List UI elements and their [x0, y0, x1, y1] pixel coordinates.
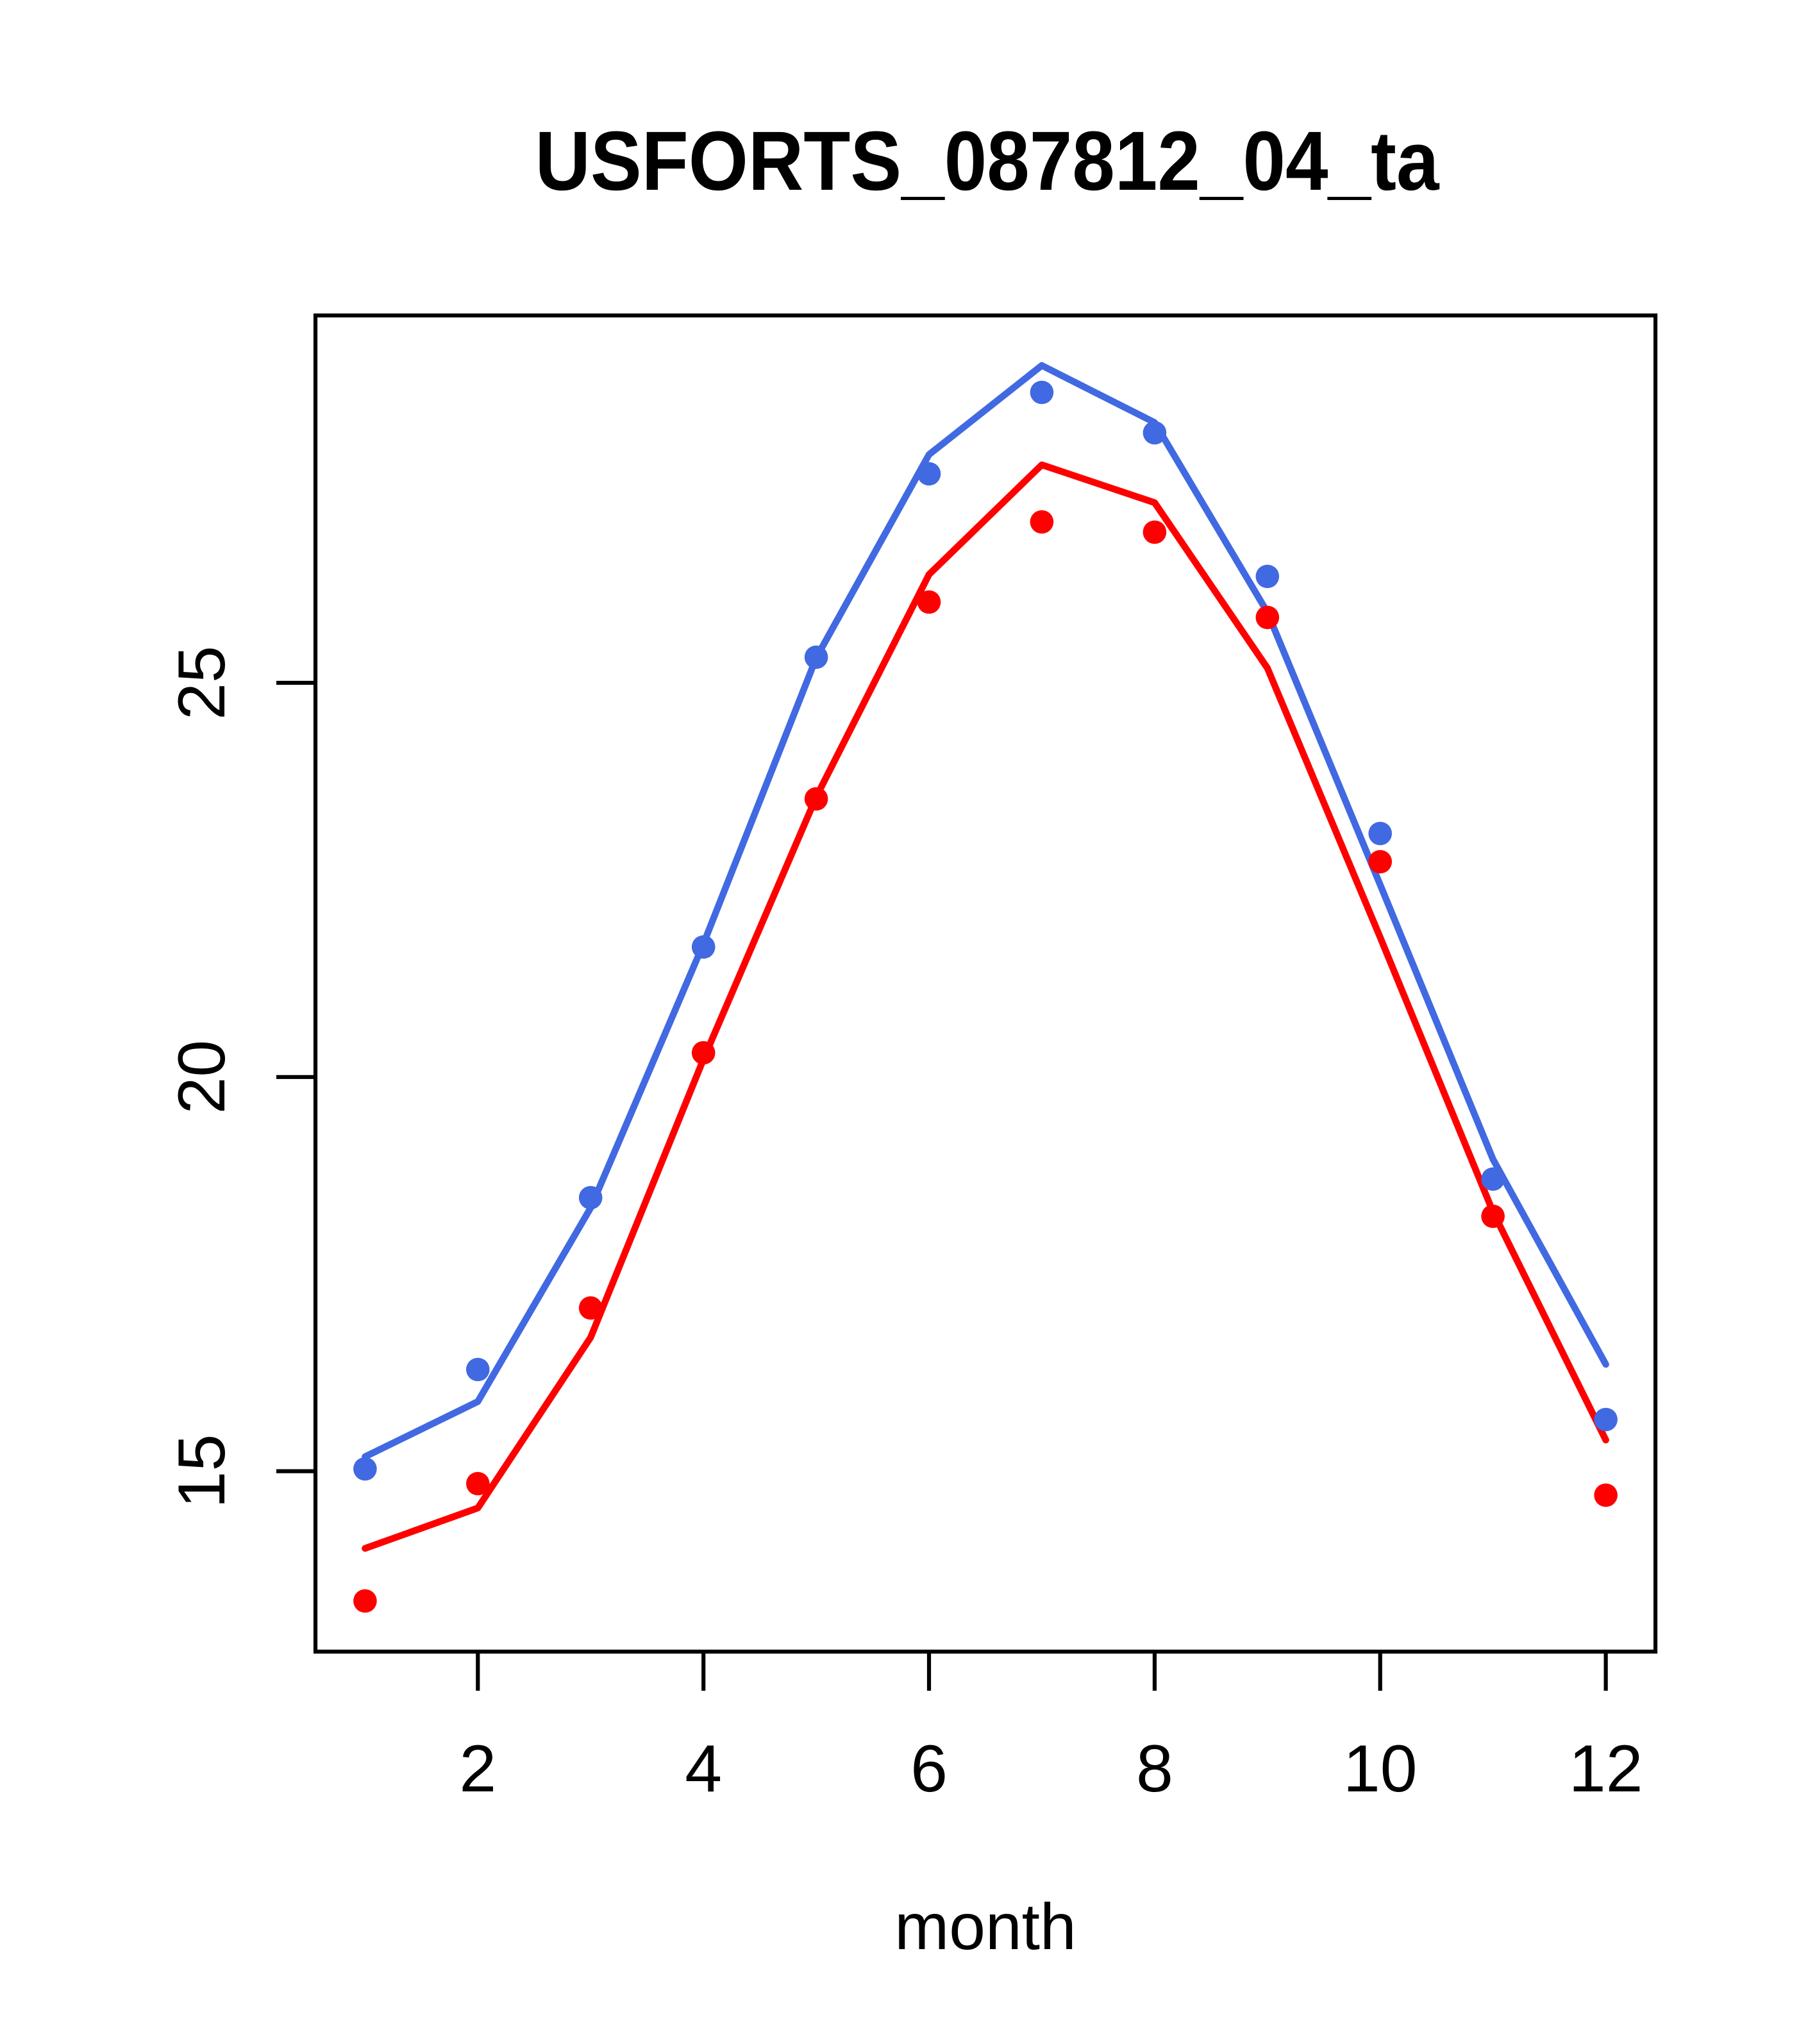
- svg-text:10: 10: [1343, 1732, 1418, 1806]
- svg-text:25: 25: [165, 646, 239, 720]
- svg-text:USFORTS_087812_04_ta: USFORTS_087812_04_ta: [535, 113, 1440, 208]
- svg-text:2: 2: [459, 1732, 496, 1806]
- svg-text:6: 6: [910, 1732, 948, 1806]
- svg-text:8: 8: [1136, 1732, 1173, 1806]
- svg-text:15: 15: [165, 1434, 239, 1509]
- svg-text:month: month: [894, 1890, 1076, 1963]
- svg-text:12: 12: [1569, 1732, 1643, 1806]
- svg-text:20: 20: [165, 1040, 239, 1114]
- svg-text:4: 4: [685, 1732, 722, 1806]
